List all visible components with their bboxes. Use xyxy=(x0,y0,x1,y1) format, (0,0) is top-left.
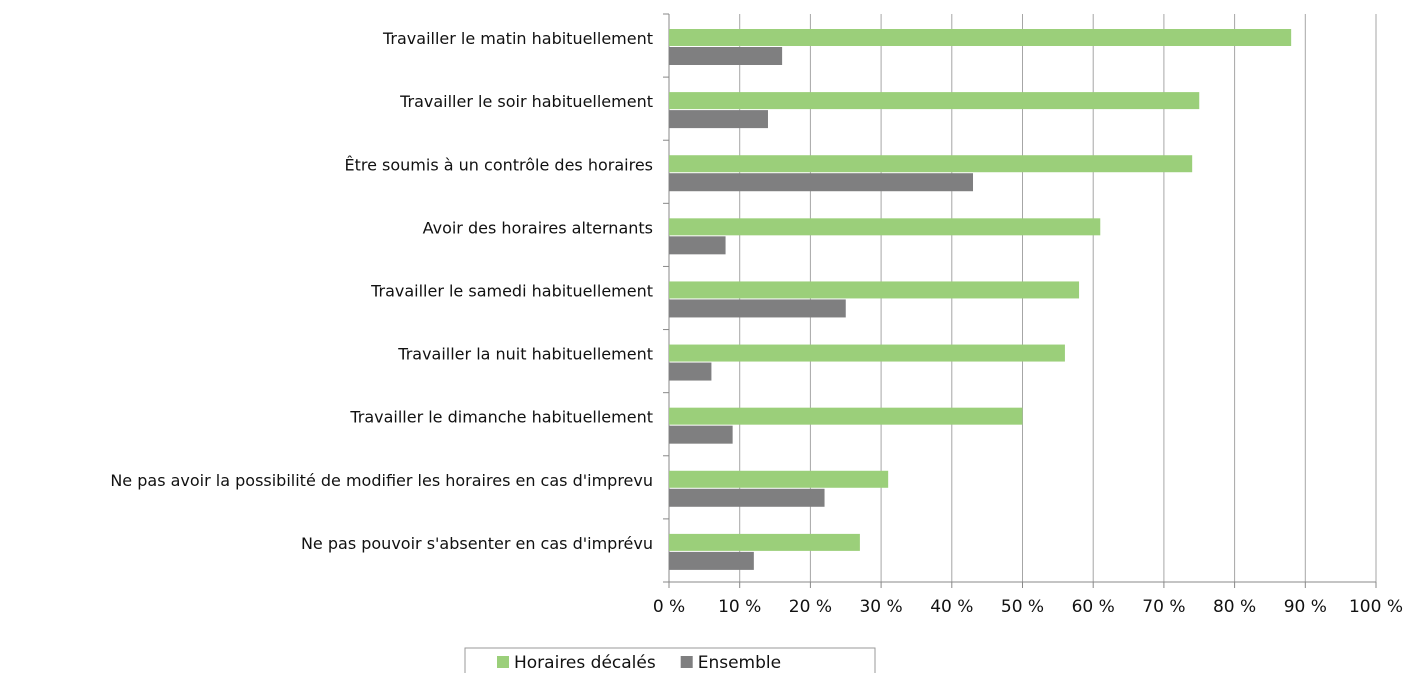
x-tick-label: 80 % xyxy=(1213,597,1256,617)
legend-box xyxy=(464,647,876,677)
bar xyxy=(669,299,846,318)
y-tick-label: Travailler le samedi habituellement xyxy=(370,282,653,301)
bar xyxy=(669,425,733,444)
y-tick-label: Ne pas pouvoir s'absenter en cas d'impré… xyxy=(301,534,653,553)
y-tick-label: Travailler le matin habituellement xyxy=(382,29,653,48)
x-tick-label: 40 % xyxy=(930,597,973,617)
bar xyxy=(669,173,974,192)
legend-label: Ensemble xyxy=(698,653,781,673)
bar xyxy=(669,470,889,488)
bar xyxy=(669,110,768,129)
x-tick-label: 10 % xyxy=(718,597,761,617)
bar xyxy=(669,533,860,551)
bar xyxy=(669,281,1080,299)
x-tick-label: 70 % xyxy=(1142,597,1185,617)
x-tick-label: 100 % xyxy=(1349,597,1403,617)
x-tick-label: 60 % xyxy=(1072,597,1115,617)
x-tick-label: 30 % xyxy=(859,597,902,617)
bar xyxy=(669,92,1200,110)
bar xyxy=(669,47,783,65)
y-tick-label: Ne pas avoir la possibilité de modifier … xyxy=(110,471,653,490)
bar xyxy=(669,488,825,507)
legend-swatch xyxy=(497,656,509,668)
bar xyxy=(669,29,1292,46)
bar xyxy=(669,344,1065,362)
bar xyxy=(669,155,1193,173)
y-tick-label: Avoir des horaires alternants xyxy=(423,218,653,237)
x-tick-label: 50 % xyxy=(1001,597,1044,617)
y-tick-label: Travailler la nuit habituellement xyxy=(397,345,653,364)
legend-label: Horaires décalés xyxy=(514,653,656,673)
legend-swatch xyxy=(680,656,693,668)
bar xyxy=(669,236,726,255)
x-tick-label: 20 % xyxy=(789,597,832,617)
y-tick-label: Être soumis à un contrôle des horaires xyxy=(345,155,654,174)
y-tick-label: Travailler le dimanche habituellement xyxy=(349,408,653,427)
x-tick-label: 90 % xyxy=(1284,597,1327,617)
y-tick-label: Travailler le soir habituellement xyxy=(399,92,653,111)
bar xyxy=(669,218,1101,236)
bar xyxy=(669,551,754,570)
x-tick-label: 0 % xyxy=(653,597,685,617)
bar xyxy=(669,362,712,381)
bar xyxy=(669,407,1023,425)
